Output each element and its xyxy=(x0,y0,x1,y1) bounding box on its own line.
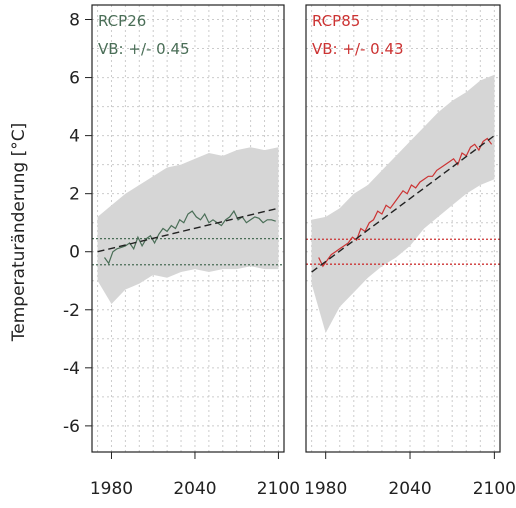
ensemble-median-line xyxy=(104,209,276,265)
y-tick-label: 8 xyxy=(69,11,80,31)
y-tick-label: -4 xyxy=(63,359,80,379)
x-tick-label: 1980 xyxy=(90,479,133,499)
x-tick-label: 2040 xyxy=(388,479,431,499)
y-tick-label: -6 xyxy=(63,417,80,437)
x-tick-label: 1980 xyxy=(304,479,347,499)
y-axis: -6 -4 -2 0 2 4 6 8 xyxy=(63,11,92,437)
y-tick-label: -2 xyxy=(63,301,80,321)
panel-vb-label: VB: +/- 0.45 xyxy=(98,40,190,58)
trend-line xyxy=(311,135,495,273)
panel-scenario-label: RCP26 xyxy=(98,12,146,30)
y-tick-label: 6 xyxy=(69,69,80,89)
y-axis-label: Temperaturänderung [°C] xyxy=(9,123,29,342)
x-tick-label: 2100 xyxy=(257,479,300,499)
panel-frame xyxy=(305,4,501,453)
panel-rcp26: 1980 2040 2100 RCP26 VB: +/- 0.45 xyxy=(90,4,300,499)
y-tick-label: 2 xyxy=(69,185,80,205)
y-tick-label: 4 xyxy=(69,127,80,147)
panel-vb-label: VB: +/- 0.43 xyxy=(312,40,404,58)
trend-line xyxy=(97,207,279,253)
panel-scenario-label: RCP85 xyxy=(312,12,360,30)
panel-frame xyxy=(91,4,285,453)
panel-rcp85: 1980 2040 2100 RCP85 VB: +/- 0.43 xyxy=(304,4,516,499)
x-tick-label: 2040 xyxy=(173,479,216,499)
x-tick-label: 2100 xyxy=(473,479,516,499)
y-tick-label: 0 xyxy=(69,243,80,263)
ensemble-median-line xyxy=(318,137,493,268)
